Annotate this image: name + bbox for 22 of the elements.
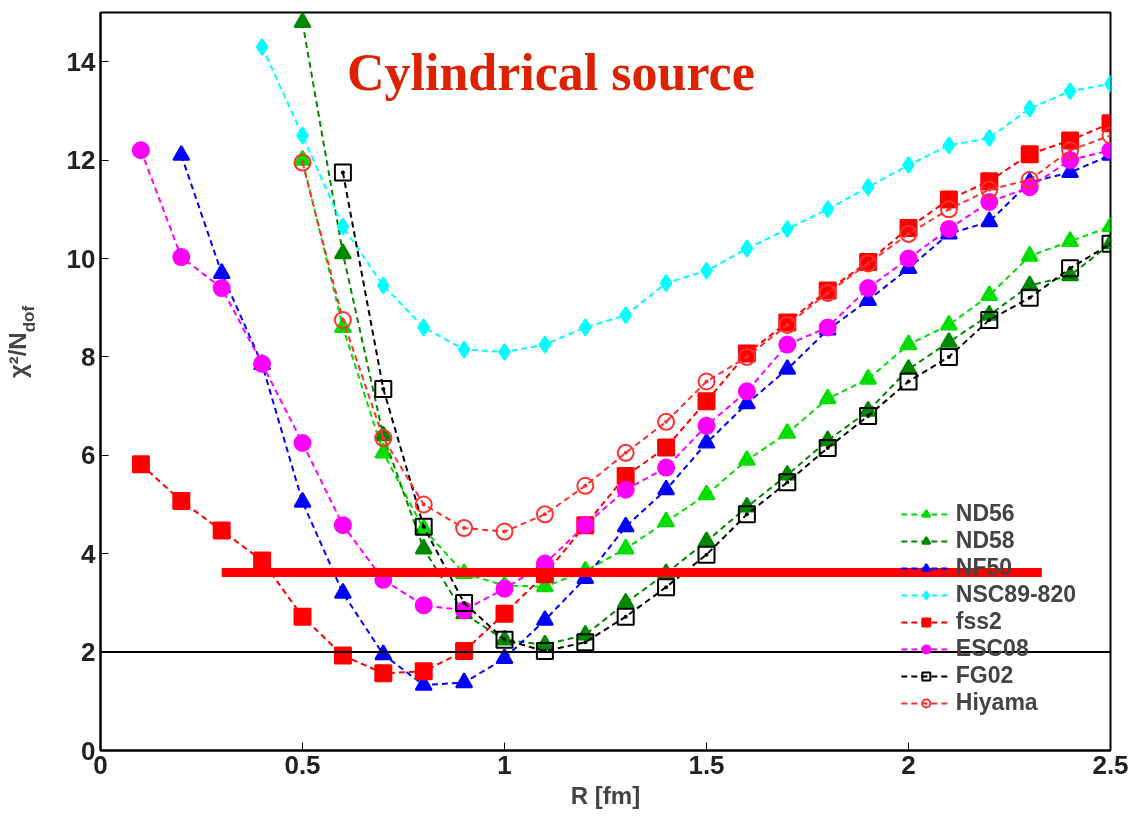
y-tick-label: 10	[66, 243, 96, 274]
legend-label: ND56	[955, 500, 1015, 527]
x-tick-label: 0.5	[284, 749, 321, 780]
legend-label: fss2	[955, 608, 1002, 635]
x-tick-label: 2.5	[1092, 749, 1129, 780]
y-axis-title: χ²/Ndof	[3, 305, 39, 379]
y-tick-label: 4	[81, 538, 97, 569]
y-tick-label: 8	[81, 341, 96, 372]
x-tick-label: 1.5	[688, 749, 725, 780]
legend-label: NF50	[955, 554, 1013, 581]
y-tick-label: 14	[66, 46, 97, 77]
y-tick-label: 12	[66, 145, 96, 176]
annotation: Cylindrical source	[346, 44, 755, 102]
legend-label: Hiyama	[955, 689, 1038, 716]
x-tick-label: 1	[497, 749, 512, 780]
x-axis-title: R [fm]	[570, 781, 641, 809]
x-tick-label: 2	[901, 749, 916, 780]
legend-label: FG02	[955, 662, 1014, 689]
legend-label: NSC89-820	[955, 581, 1076, 608]
y-tick-label: 2	[81, 637, 96, 668]
y-tick-label: 6	[81, 440, 96, 471]
legend-label: ND58	[955, 527, 1015, 554]
